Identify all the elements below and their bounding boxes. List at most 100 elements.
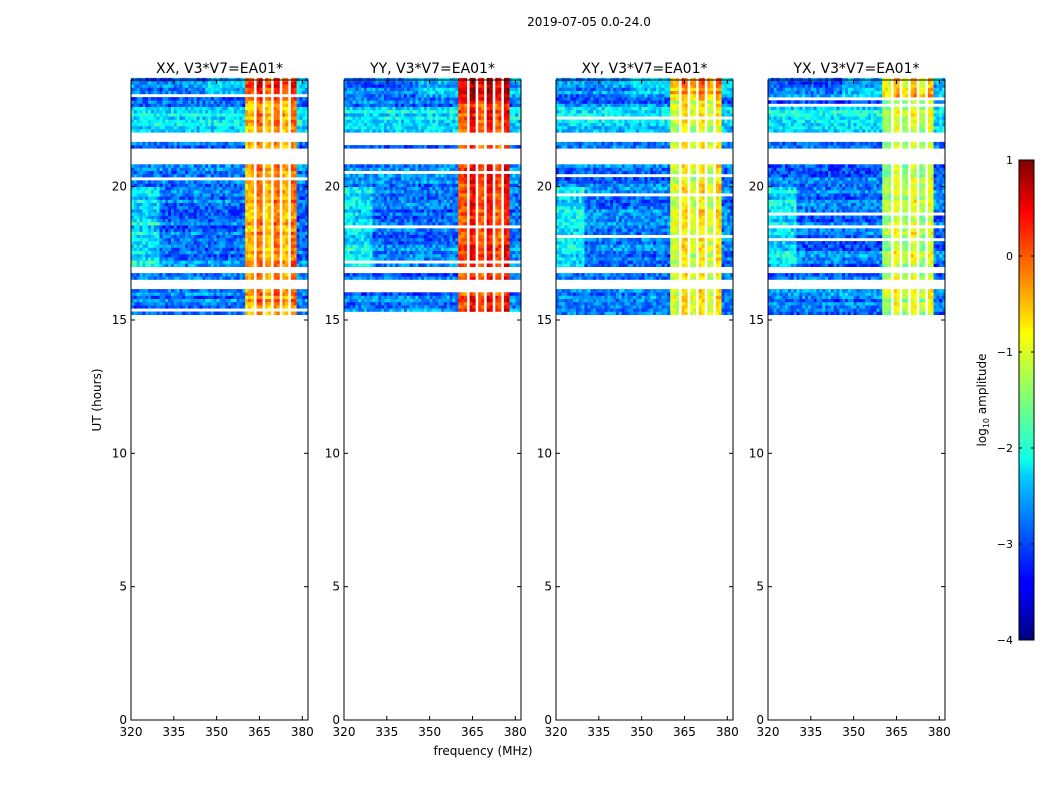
heatmap-cell <box>151 231 155 235</box>
heatmap-cell <box>188 122 192 127</box>
heatmap-cell <box>276 215 280 219</box>
heatmap-cell <box>346 215 351 219</box>
heatmap-cell <box>213 87 217 91</box>
heatmap-cell <box>153 125 157 130</box>
heatmap-cell <box>216 196 220 200</box>
heatmap-cell <box>441 231 445 235</box>
heatmap-cell <box>455 228 459 232</box>
heatmap-cell <box>139 263 143 267</box>
heatmap-cell <box>142 125 146 130</box>
heatmap-cell <box>449 234 453 239</box>
heatmap-cell <box>364 301 368 306</box>
heatmap-cell <box>153 199 157 203</box>
heatmap-cell <box>446 292 450 296</box>
heatmap-cell <box>506 205 510 210</box>
heatmap-cell <box>481 212 485 216</box>
heatmap-cell <box>228 145 232 149</box>
heatmap-cell <box>478 218 482 223</box>
heatmap-cell <box>159 189 163 194</box>
heatmap-cell <box>381 196 385 200</box>
heatmap-cell <box>142 109 146 114</box>
heatmap-cell <box>268 263 272 267</box>
heatmap-cell <box>256 273 260 277</box>
heatmap-cell <box>219 106 223 111</box>
heatmap-cell <box>239 276 243 280</box>
heatmap-cell <box>443 308 448 312</box>
heatmap-cell <box>438 212 442 216</box>
heatmap-cell <box>256 260 260 264</box>
heatmap-cell <box>165 228 169 232</box>
heatmap-cell <box>386 228 390 232</box>
heatmap-cell <box>299 263 303 267</box>
heatmap-cell <box>256 289 260 293</box>
heatmap-cell <box>153 292 157 296</box>
heatmap-cell <box>273 215 277 219</box>
heatmap-cell <box>136 276 140 280</box>
heatmap-cell <box>268 106 272 111</box>
heatmap-cell <box>222 298 226 303</box>
heatmap-cell <box>463 196 468 200</box>
heatmap-cell <box>366 221 370 226</box>
heatmap-cell <box>162 305 166 309</box>
heatmap-cell <box>478 273 482 277</box>
heatmap-cell <box>173 253 177 258</box>
heatmap-cell <box>415 237 419 242</box>
heatmap-cell <box>179 205 183 210</box>
heatmap-cell <box>210 125 215 130</box>
heatmap-cell <box>142 205 146 210</box>
heatmap-cell <box>199 173 203 178</box>
heatmap-cell <box>136 141 140 146</box>
heatmap-cell <box>458 215 462 219</box>
heatmap-cell <box>438 298 442 303</box>
heatmap-cell <box>242 241 246 245</box>
heatmap-cell <box>153 189 157 194</box>
heatmap-cell <box>461 205 465 210</box>
heatmap-cell <box>191 180 195 184</box>
heatmap-cell <box>293 122 297 127</box>
heatmap-cell <box>233 199 237 203</box>
heatmap-cell <box>256 122 260 127</box>
heatmap-cell <box>285 183 289 187</box>
heatmap-cell <box>228 234 232 239</box>
heatmap-cell <box>250 100 255 104</box>
heatmap-cell <box>290 125 295 130</box>
heatmap-cell <box>455 250 459 255</box>
heatmap-cell <box>230 87 235 91</box>
heatmap-cell <box>256 311 260 315</box>
heatmap-cell <box>282 103 286 107</box>
heatmap-cell <box>185 81 189 85</box>
heatmap-cell <box>455 244 459 248</box>
heatmap-cell <box>455 202 459 207</box>
heatmap-cell <box>489 202 493 207</box>
heatmap-cell <box>293 125 297 130</box>
heatmap-cell <box>159 292 163 296</box>
heatmap-cell <box>349 215 353 219</box>
heatmap-cell <box>256 276 260 280</box>
heatmap-cell <box>415 231 419 235</box>
heatmap-cell <box>148 193 152 197</box>
heatmap-cell <box>472 301 476 306</box>
heatmap-cell <box>168 81 172 85</box>
heatmap-cell <box>415 273 419 277</box>
heatmap-cell <box>153 221 157 226</box>
heatmap-cell <box>233 253 237 258</box>
heatmap-cell <box>299 295 303 299</box>
heatmap-cell <box>415 295 419 299</box>
heatmap-cell <box>375 308 379 312</box>
heatmap-cell <box>165 173 169 178</box>
heatmap-cell <box>239 87 243 91</box>
heatmap-cell <box>498 253 502 258</box>
heatmap-cell <box>349 247 353 251</box>
heatmap-cell <box>210 257 215 261</box>
heatmap-cell <box>384 237 388 242</box>
heatmap-cell <box>259 113 263 117</box>
heatmap-cell <box>148 119 152 123</box>
heatmap-cell <box>168 113 172 117</box>
heatmap-cell <box>236 106 240 111</box>
heatmap-cell <box>423 205 428 210</box>
heatmap-cell <box>168 247 172 251</box>
heatmap-cell <box>404 292 408 296</box>
heatmap-cell <box>503 215 508 219</box>
heatmap-cell <box>302 87 306 91</box>
heatmap-cell <box>435 221 439 226</box>
